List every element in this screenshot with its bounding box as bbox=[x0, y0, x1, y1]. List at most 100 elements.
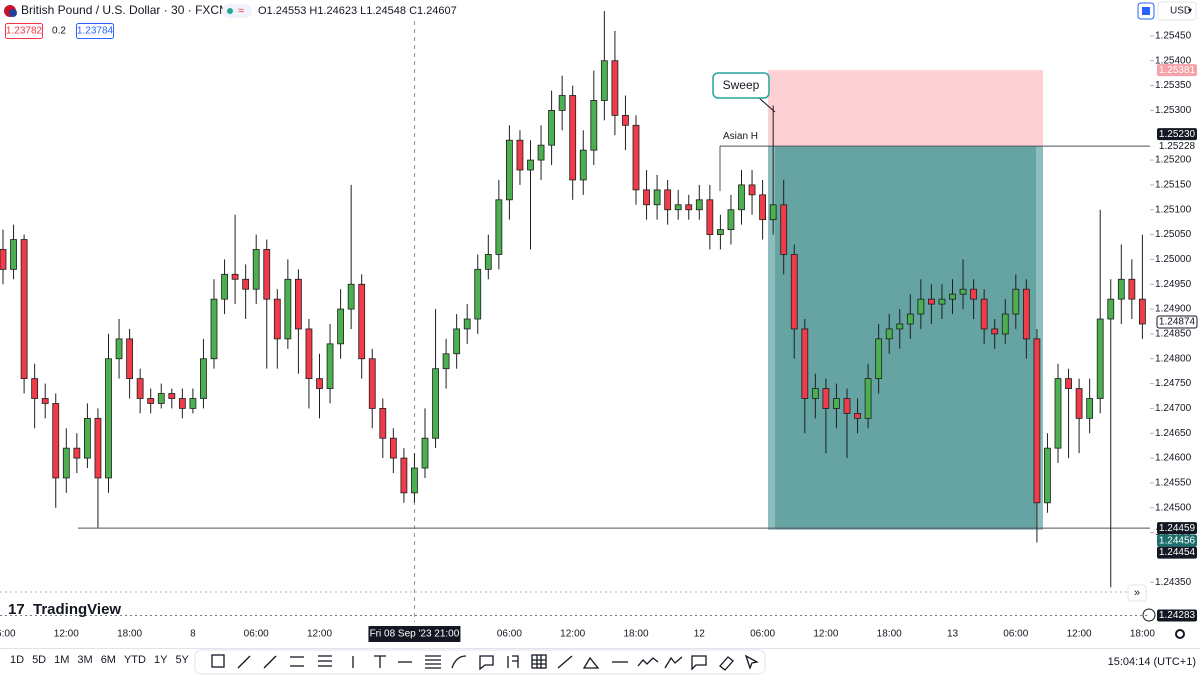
tool-icon[interactable] bbox=[374, 655, 386, 668]
sell-box[interactable] bbox=[5, 23, 43, 39]
candle-body bbox=[653, 189, 661, 206]
candle-body bbox=[1022, 288, 1030, 340]
candle-body bbox=[516, 139, 524, 171]
tool-icon[interactable] bbox=[557, 655, 573, 669]
candle-body bbox=[611, 60, 619, 116]
candle-body bbox=[189, 398, 197, 409]
settings-button[interactable] bbox=[1175, 629, 1185, 639]
buy-box[interactable] bbox=[76, 23, 114, 39]
tool-icon[interactable] bbox=[637, 657, 659, 667]
y-tick-label: 1.25150 bbox=[1155, 180, 1192, 191]
candle-body bbox=[811, 388, 819, 399]
candle-body bbox=[790, 254, 798, 330]
candle-body bbox=[316, 378, 323, 389]
price-tag-label: 1.24459 bbox=[1159, 523, 1196, 534]
candle-body bbox=[991, 328, 999, 335]
x-tick-label: 12 bbox=[694, 629, 706, 640]
candle-body bbox=[569, 95, 577, 181]
candle-body bbox=[84, 417, 91, 459]
range-button[interactable]: 1Y bbox=[154, 654, 168, 666]
candle-body bbox=[400, 457, 408, 494]
candle-body bbox=[833, 398, 840, 409]
tool-icon[interactable] bbox=[479, 655, 494, 671]
candle-body bbox=[442, 353, 450, 370]
clock: 15:04:14 (UTC+1) bbox=[1108, 656, 1196, 668]
range-button[interactable]: 6M bbox=[101, 654, 116, 666]
range-button[interactable]: 5D bbox=[32, 654, 46, 666]
price-tag bbox=[1157, 64, 1197, 77]
candle-body bbox=[727, 209, 735, 231]
candle-body bbox=[885, 328, 893, 340]
price-tag-label: 1.24454 bbox=[1159, 547, 1196, 558]
y-tick-label: 1.24700 bbox=[1155, 403, 1192, 414]
candle-body bbox=[495, 199, 503, 255]
candle-body bbox=[210, 298, 218, 360]
tool-icon[interactable] bbox=[237, 655, 251, 669]
tool-icon[interactable] bbox=[744, 654, 759, 670]
candle-body bbox=[527, 159, 534, 171]
candle-body bbox=[347, 283, 355, 310]
candle-body bbox=[52, 403, 60, 479]
tool-icon[interactable] bbox=[507, 655, 519, 668]
x-tick-label: 06:00 bbox=[1003, 629, 1028, 640]
range-button[interactable]: 1D bbox=[10, 654, 24, 666]
candle-body bbox=[1044, 447, 1051, 504]
tool-icon[interactable] bbox=[719, 656, 734, 671]
candle-body bbox=[664, 189, 672, 211]
candle-body bbox=[780, 204, 788, 255]
price-tag bbox=[1157, 522, 1197, 535]
tool-icon[interactable] bbox=[263, 655, 277, 669]
tool-icon[interactable] bbox=[451, 655, 467, 669]
candle-body bbox=[685, 204, 693, 211]
tool-icon[interactable] bbox=[211, 654, 225, 668]
range-button[interactable]: YTD bbox=[124, 654, 146, 666]
tool-icon[interactable] bbox=[664, 656, 683, 669]
status-pill bbox=[222, 4, 252, 18]
y-tick-label: 1.24900 bbox=[1155, 304, 1192, 315]
range-button[interactable]: 3M bbox=[77, 654, 92, 666]
y-tick-label: 1.24500 bbox=[1155, 502, 1192, 513]
candle-body bbox=[854, 412, 861, 419]
candle-body bbox=[1096, 318, 1104, 399]
candle-body bbox=[115, 338, 123, 360]
candle-body bbox=[252, 249, 260, 290]
candle-body bbox=[1117, 278, 1125, 300]
candle-body bbox=[622, 114, 629, 126]
candle-body bbox=[305, 328, 313, 380]
y-tick-label: 1.25300 bbox=[1155, 105, 1192, 116]
price-tag bbox=[1156, 315, 1198, 329]
tool-icon[interactable] bbox=[425, 655, 441, 669]
candle-body bbox=[147, 398, 155, 404]
candle-body bbox=[1065, 378, 1072, 389]
logo-mark: 17 bbox=[8, 601, 25, 618]
y-tick-label: 1.25000 bbox=[1155, 254, 1192, 265]
callout bbox=[712, 72, 770, 99]
candle-body bbox=[326, 343, 334, 389]
candle-body bbox=[706, 199, 714, 235]
status-icon: ≈ bbox=[238, 5, 244, 17]
zone-edge bbox=[768, 146, 775, 530]
candle-body bbox=[474, 268, 482, 320]
candle-body bbox=[126, 338, 133, 380]
range-button[interactable]: 5Y bbox=[175, 654, 189, 666]
add-button[interactable] bbox=[1142, 608, 1156, 622]
candle-body bbox=[738, 184, 745, 211]
candle-body bbox=[1107, 298, 1115, 320]
y-tick-label: 1.25450 bbox=[1155, 31, 1192, 42]
candle-body bbox=[822, 388, 830, 409]
range-button[interactable]: 1M bbox=[54, 654, 69, 666]
price-tag-label: 1.24456 bbox=[1159, 535, 1196, 546]
scroll-button[interactable] bbox=[1127, 584, 1147, 602]
candle-body bbox=[273, 298, 281, 340]
price-tag bbox=[1157, 534, 1197, 547]
tool-icon[interactable] bbox=[691, 655, 707, 671]
tool-icon[interactable] bbox=[531, 654, 547, 669]
candle-body bbox=[600, 60, 608, 101]
candle-body bbox=[632, 124, 640, 191]
tool-icon[interactable] bbox=[582, 656, 600, 669]
candle-body bbox=[1086, 398, 1094, 419]
y-tick-label: 1.24750 bbox=[1155, 378, 1192, 389]
target-zone bbox=[768, 146, 1043, 530]
currency-button[interactable] bbox=[1157, 1, 1197, 21]
